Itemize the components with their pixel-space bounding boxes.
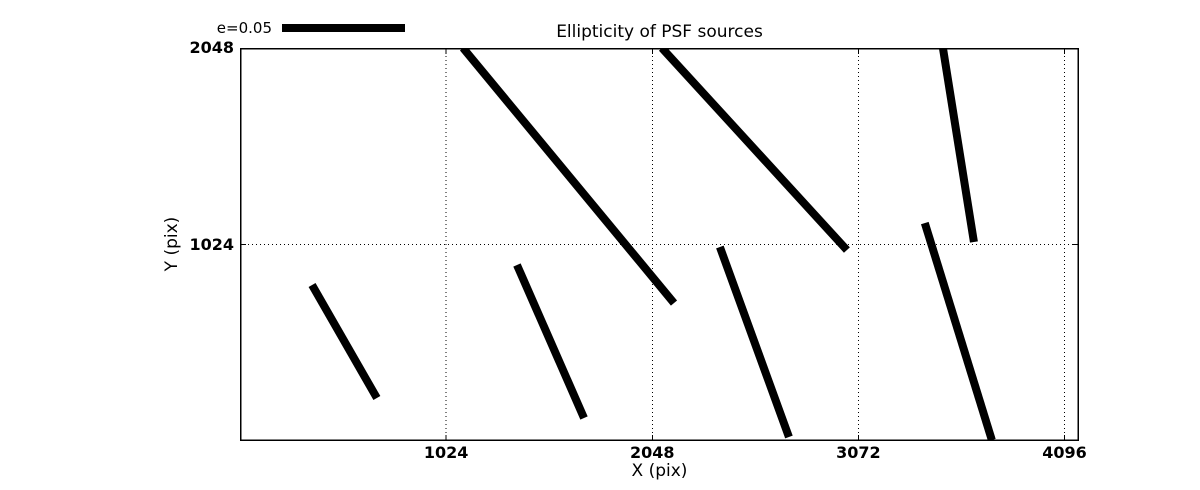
chart-title: Ellipticity of PSF sources bbox=[556, 22, 763, 42]
x-axis-label: X (pix) bbox=[631, 461, 688, 481]
whisker-segment bbox=[459, 48, 678, 306]
x-tick-label-1024: 1024 bbox=[423, 443, 469, 462]
x-tick-label-4096: 4096 bbox=[1042, 443, 1087, 462]
whisker-segment bbox=[308, 282, 381, 401]
legend-key-bar bbox=[282, 24, 405, 32]
plot-area bbox=[240, 48, 1079, 441]
y-tick-label-1024: 1024 bbox=[189, 234, 234, 254]
legend-label: e=0.05 bbox=[216, 19, 272, 37]
whisker-segment bbox=[920, 221, 996, 441]
whisker-segment bbox=[658, 48, 850, 253]
x-tick-label-3072: 3072 bbox=[836, 443, 881, 462]
y-tick-label-2048: 2048 bbox=[189, 38, 234, 57]
whisker-segment bbox=[513, 263, 588, 420]
x-tick-label-2048: 2048 bbox=[629, 443, 675, 462]
axes-frame bbox=[240, 48, 1079, 441]
whisker-segment bbox=[716, 245, 793, 439]
whisker-segment bbox=[938, 48, 978, 243]
